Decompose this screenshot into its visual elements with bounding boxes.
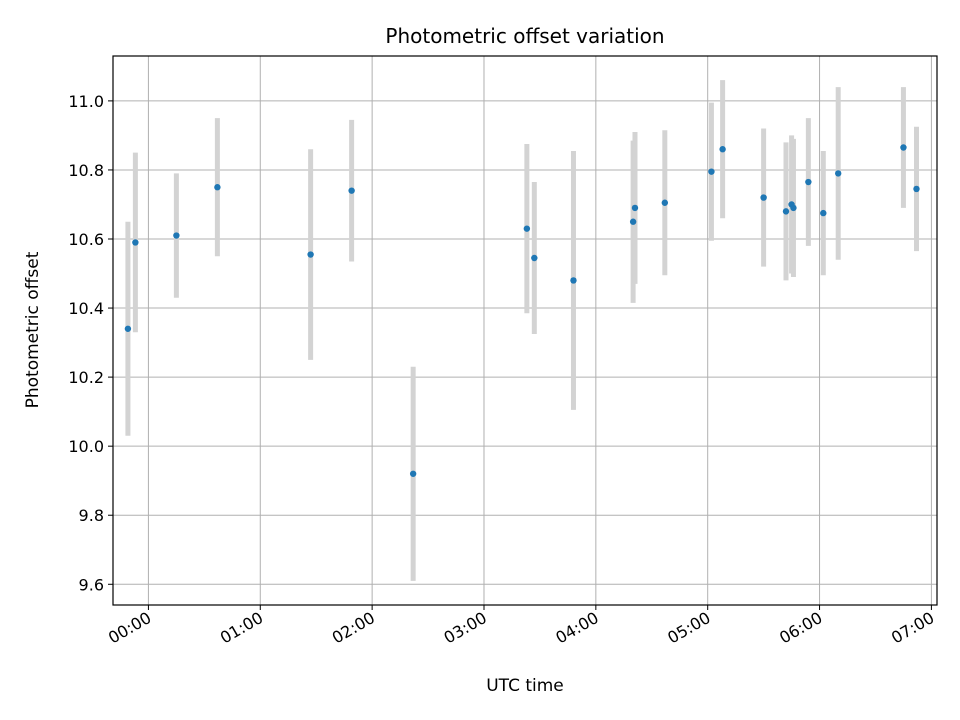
x-tick-label: 02:00 <box>329 608 378 648</box>
data-point <box>348 187 355 194</box>
y-tick-label: 10.6 <box>68 230 104 249</box>
error-bars <box>125 80 919 581</box>
x-tick-label: 05:00 <box>664 608 713 648</box>
x-tick-label: 03:00 <box>441 608 490 648</box>
y-axis-label: Photometric offset <box>23 251 43 408</box>
y-tick-label: 10.4 <box>68 299 104 318</box>
y-tick-label: 10.8 <box>68 161 104 180</box>
data-point <box>719 146 726 153</box>
data-point <box>523 225 531 232</box>
data-point <box>805 178 812 186</box>
data-point <box>132 239 139 246</box>
chart-title: Photometric offset variation <box>385 24 664 48</box>
x-tick-label: 04:00 <box>552 608 601 648</box>
data-point <box>913 185 920 193</box>
data-point <box>820 209 827 217</box>
data-point <box>631 204 639 212</box>
x-tick-label: 00:00 <box>105 608 154 648</box>
data-point <box>760 194 767 201</box>
y-tick-label: 11.0 <box>68 92 104 111</box>
data-point <box>570 277 577 284</box>
data-point <box>661 199 669 206</box>
data-point <box>214 184 221 191</box>
x-axis-label: UTC time <box>486 676 564 696</box>
data-point <box>708 168 715 175</box>
y-axis-ticks: 9.6 9.8 10.0 10.2 10.4 10.6 10.8 11.0 <box>68 92 113 594</box>
plot-frame <box>112 55 938 606</box>
x-tick-label: 07:00 <box>888 608 937 648</box>
data-point <box>782 208 790 215</box>
data-point <box>900 144 907 151</box>
data-point <box>173 232 180 239</box>
data-point <box>409 470 417 477</box>
x-axis-ticks: 00:00 01:00 02:00 03:00 04:00 05:00 06:00 07:00 <box>105 605 937 648</box>
data-point <box>124 325 132 332</box>
data-point <box>629 218 637 225</box>
y-tick-label: 10.0 <box>68 437 104 456</box>
x-tick-label: 06:00 <box>776 608 825 648</box>
data-point <box>307 251 314 258</box>
data-point <box>834 170 842 177</box>
data-points <box>124 144 920 477</box>
data-point <box>790 204 797 212</box>
y-tick-label: 10.2 <box>68 368 104 387</box>
y-tick-label: 9.8 <box>79 506 104 525</box>
grid <box>113 56 937 605</box>
data-point <box>531 254 538 262</box>
x-tick-label: 01:00 <box>217 608 266 648</box>
y-tick-label: 9.6 <box>79 575 104 594</box>
